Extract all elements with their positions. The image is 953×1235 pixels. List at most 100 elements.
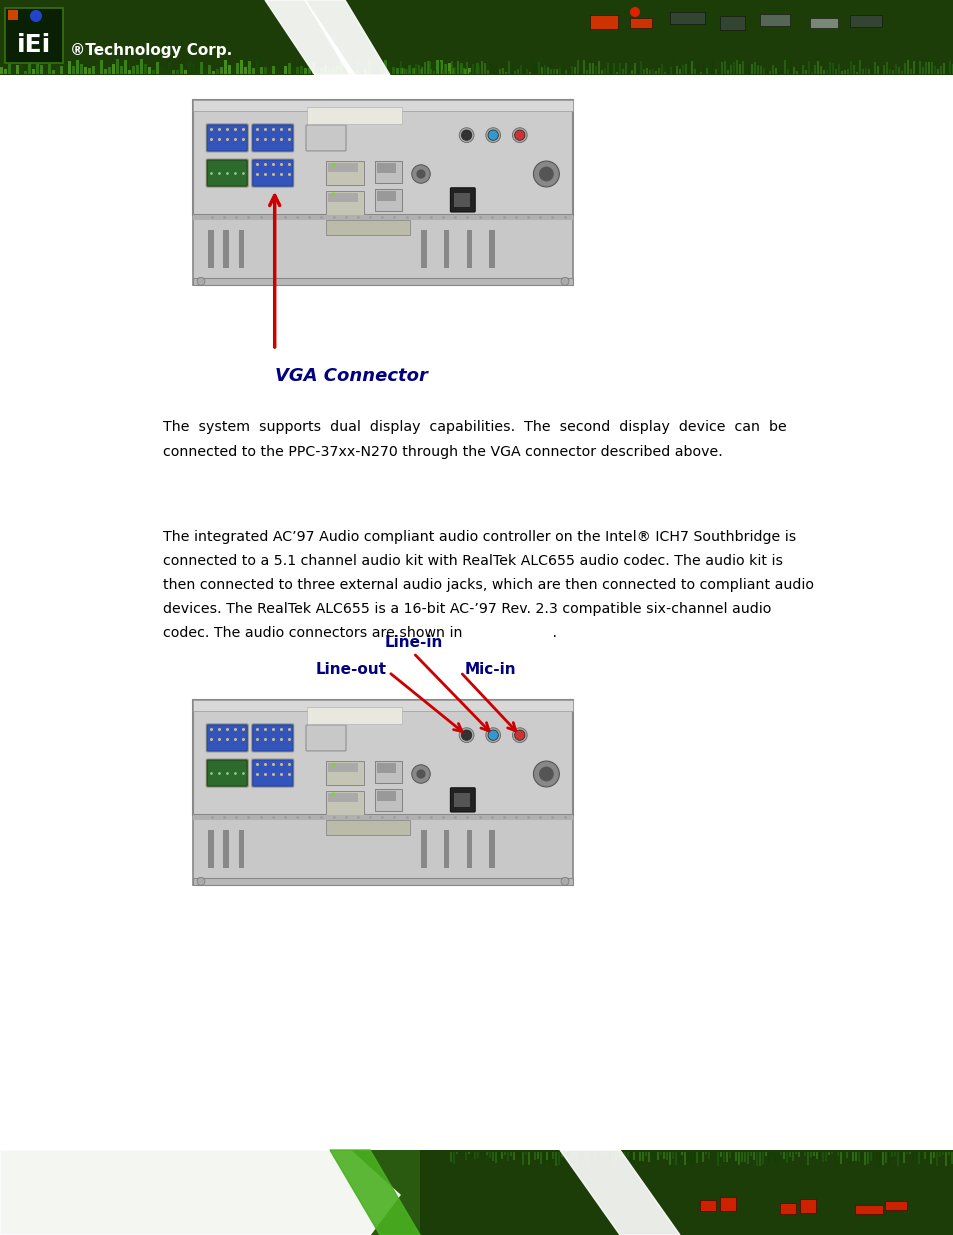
Bar <box>681 64 683 74</box>
Bar <box>444 64 447 74</box>
Bar <box>164 69 167 74</box>
Bar <box>344 70 347 74</box>
Bar <box>468 68 471 74</box>
Bar <box>588 63 590 74</box>
Bar <box>768 70 770 74</box>
Bar <box>459 63 462 74</box>
Bar <box>175 69 179 74</box>
Bar <box>780 1203 795 1214</box>
Bar <box>794 1152 796 1155</box>
Bar <box>930 62 932 74</box>
Bar <box>654 1152 656 1161</box>
Bar <box>406 70 408 74</box>
Bar <box>312 63 314 74</box>
Bar <box>658 68 659 74</box>
Bar <box>935 1152 937 1166</box>
Bar <box>857 1152 859 1162</box>
FancyBboxPatch shape <box>206 760 248 787</box>
Bar <box>938 1152 940 1157</box>
Text: codec. The audio connectors are shown in                    .: codec. The audio connectors are shown in… <box>163 626 557 640</box>
Bar <box>911 1152 913 1161</box>
Bar <box>821 1152 823 1162</box>
Bar <box>891 70 893 74</box>
FancyBboxPatch shape <box>193 700 573 815</box>
Bar <box>717 1152 719 1166</box>
Circle shape <box>514 130 524 141</box>
Circle shape <box>629 7 639 17</box>
Bar <box>377 790 396 802</box>
Circle shape <box>461 730 472 740</box>
Bar <box>443 830 449 868</box>
Bar <box>416 64 418 74</box>
Bar <box>448 63 451 74</box>
Bar <box>740 1152 742 1162</box>
Polygon shape <box>305 0 390 75</box>
Bar <box>307 107 401 124</box>
Bar <box>288 63 291 74</box>
Bar <box>672 61 675 74</box>
FancyBboxPatch shape <box>252 124 294 152</box>
Bar <box>52 70 55 74</box>
Bar <box>514 72 516 74</box>
FancyBboxPatch shape <box>450 788 475 811</box>
Bar <box>741 61 743 74</box>
Bar <box>926 1152 928 1161</box>
Bar <box>8 64 11 74</box>
Bar <box>172 70 174 74</box>
Bar <box>420 230 426 268</box>
Bar <box>830 1152 832 1153</box>
Bar <box>803 1152 805 1156</box>
Text: VGA Connector: VGA Connector <box>274 367 428 385</box>
Bar <box>490 63 492 74</box>
Bar <box>780 1152 781 1155</box>
Bar <box>364 69 367 74</box>
Bar <box>238 230 244 268</box>
Bar <box>563 1152 565 1162</box>
Bar <box>647 1152 649 1162</box>
Bar <box>869 1152 871 1161</box>
Bar <box>696 1152 698 1163</box>
Bar <box>929 1152 931 1165</box>
Bar <box>731 1152 733 1165</box>
Bar <box>944 1152 946 1166</box>
Bar <box>412 68 415 74</box>
Bar <box>760 14 789 26</box>
Bar <box>867 69 869 74</box>
Circle shape <box>485 727 500 742</box>
FancyBboxPatch shape <box>253 760 293 787</box>
Bar <box>659 1152 661 1155</box>
Bar <box>564 70 566 74</box>
Bar <box>639 1152 640 1161</box>
Bar <box>91 65 95 74</box>
Bar <box>0 1150 419 1235</box>
Bar <box>328 793 358 802</box>
Bar <box>377 163 396 173</box>
Bar <box>532 61 534 74</box>
Bar <box>335 64 338 74</box>
Bar <box>671 1152 673 1160</box>
Bar <box>783 61 785 74</box>
Bar <box>655 72 657 74</box>
Bar <box>718 70 720 74</box>
Circle shape <box>560 278 568 285</box>
Bar <box>315 68 318 74</box>
Polygon shape <box>330 1150 419 1235</box>
Bar <box>800 1199 815 1213</box>
Bar <box>193 878 573 885</box>
Bar <box>616 72 618 74</box>
Bar <box>947 1152 949 1155</box>
Bar <box>924 62 926 74</box>
Bar <box>858 61 861 74</box>
Bar <box>864 68 866 74</box>
Bar <box>20 64 23 74</box>
Bar <box>879 69 882 74</box>
Bar <box>459 65 461 74</box>
Bar <box>825 69 827 74</box>
Bar <box>443 230 449 268</box>
Bar <box>136 64 139 74</box>
Bar <box>116 59 119 74</box>
Bar <box>184 70 187 74</box>
Bar <box>845 1152 847 1157</box>
Bar <box>295 67 298 74</box>
Bar <box>851 1152 853 1161</box>
